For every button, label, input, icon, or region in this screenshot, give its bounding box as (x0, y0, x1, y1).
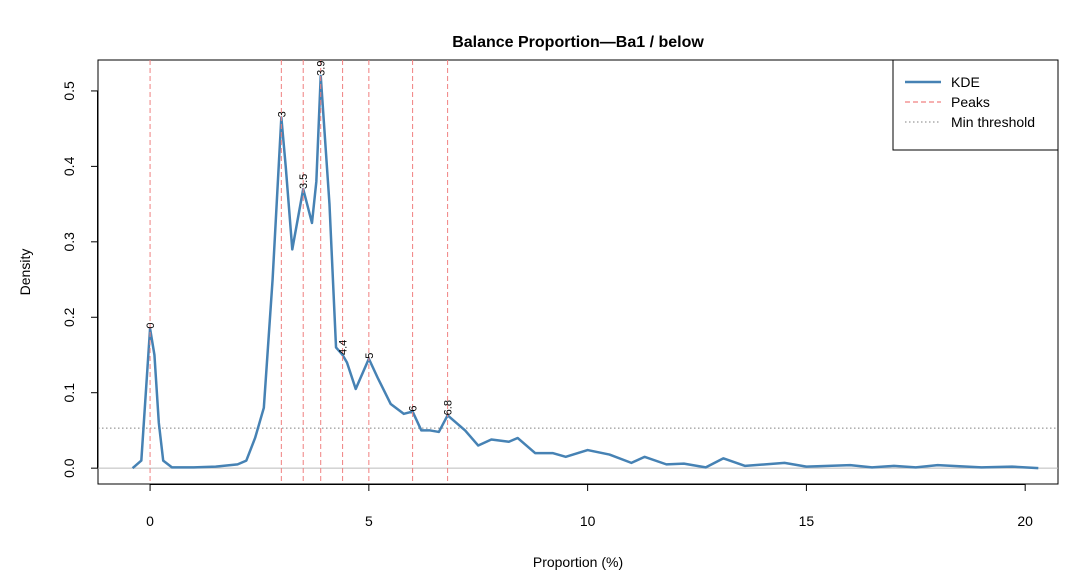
x-tick-label: 10 (580, 513, 596, 529)
x-axis-label: Proportion (%) (533, 554, 623, 570)
x-tick-label: 0 (146, 513, 154, 529)
y-tick-label: 0.5 (61, 81, 77, 101)
x-tick-label: 15 (799, 513, 815, 529)
y-tick-label: 0.4 (61, 156, 77, 176)
legend-box (892, 59, 1059, 151)
peak-label: 3 (276, 111, 288, 117)
peak-label: 3.9 (316, 61, 328, 76)
kde-line (131, 74, 1039, 470)
y-tick-label: 0.3 (61, 232, 77, 252)
peak-label: 3.5 (298, 174, 310, 189)
legend-label: KDE (951, 74, 980, 90)
legend-label: Peaks (951, 94, 990, 110)
legend-label: Min threshold (951, 114, 1035, 130)
peak-label: 5 (364, 353, 376, 359)
y-tick-label: 0.0 (61, 458, 77, 478)
peak-label: 4.4 (338, 340, 350, 355)
chart-title: Balance Proportion—Ba1 / below (452, 34, 704, 51)
y-tick-label: 0.1 (61, 383, 77, 403)
x-tick-label: 20 (1017, 513, 1033, 529)
peak-label: 6.8 (443, 400, 455, 415)
y-tick-label: 0.2 (61, 307, 77, 327)
x-tick-label: 5 (365, 513, 373, 529)
peak-label: 0 (145, 322, 157, 328)
peak-label: 6 (408, 405, 420, 411)
y-axis-label: Density (17, 249, 33, 296)
